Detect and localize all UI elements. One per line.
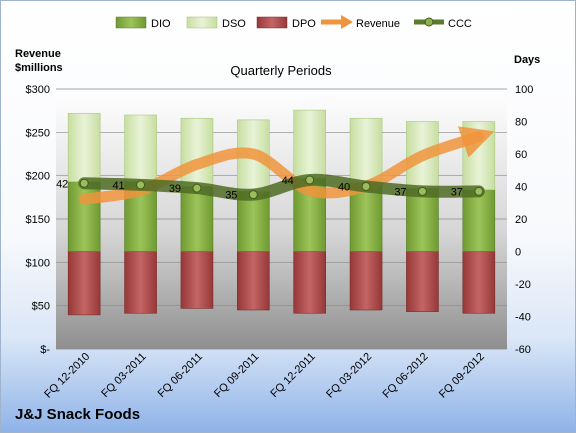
legend: DIO DSO DPO Revenue CCC: [115, 15, 472, 30]
bar-dpo: [237, 251, 270, 311]
ccc-line: [78, 173, 485, 201]
right-tick-label: -60: [515, 344, 531, 356]
right-tick-label: 40: [515, 182, 527, 194]
left-axis-title-line1: Revenue: [15, 48, 61, 60]
legend-label-ccc: CCC: [448, 18, 472, 30]
legend-marker-ccc: [424, 17, 434, 27]
bar-dso: [124, 114, 157, 182]
legend-swatch-dpo: [256, 16, 288, 29]
ccc-data-label: 40: [338, 182, 350, 194]
legend-swatch-dso: [186, 16, 218, 29]
legend-label-dpo: DPO: [292, 18, 316, 30]
ccc-point: [474, 186, 484, 196]
bar-dio: [180, 186, 214, 252]
legend-label-revenue: Revenue: [356, 18, 400, 30]
left-tick-label: $-: [40, 344, 50, 356]
right-tick-label: 20: [515, 214, 527, 226]
ccc-data-label: 41: [112, 180, 124, 192]
x-tick-label: FQ 06-2011: [156, 351, 205, 400]
right-axis: -60 -40 -20 0 20 40 60 80 100: [515, 84, 533, 356]
x-tick-label: FQ 09-2012: [437, 351, 487, 401]
x-tick-label: FQ 09-2011: [212, 351, 261, 400]
ccc-data-label: 35: [225, 190, 237, 202]
bar-dpo: [180, 251, 214, 309]
x-axis: FQ 12-2010 FQ 03-2011 FQ 06-2011 FQ 09-2011…: [42, 351, 487, 401]
bar-dpo: [349, 251, 383, 311]
right-tick-label: 80: [515, 117, 527, 129]
ccc-point: [417, 186, 427, 196]
right-tick-label: -20: [515, 279, 531, 291]
bar-dso: [67, 113, 101, 182]
x-tick-label: FQ 12-2010: [42, 351, 92, 401]
ccc-data-label: 37: [394, 186, 406, 198]
bar-dso: [180, 117, 214, 187]
ccc-data-label: 44: [282, 175, 294, 187]
right-axis-title: Days: [514, 54, 540, 66]
legend-item-ccc: CCC: [414, 17, 472, 30]
x-tick-label: FQ 06-2012: [381, 351, 431, 401]
left-tick-label: $250: [26, 127, 50, 139]
left-axis: $- $50 $100 $150 $200 $250 $300: [26, 84, 51, 356]
x-tick-label: FQ 03-2011: [99, 351, 148, 400]
bar-dpo: [462, 251, 496, 314]
bar-dio: [406, 187, 439, 252]
legend-item-revenue: Revenue: [321, 15, 400, 30]
legend-swatch-dio: [115, 16, 147, 29]
left-tick-label: $50: [32, 301, 50, 313]
bar-dpo: [406, 251, 439, 312]
bar-dpo: [293, 251, 326, 314]
bar-dpo: [67, 251, 101, 316]
legend-item-dpo: DPO: [256, 16, 316, 30]
ccc-point: [79, 178, 89, 188]
ccc-point: [361, 182, 371, 191]
bar-dso: [293, 109, 326, 179]
x-tick-label: FQ 03-2012: [324, 351, 374, 401]
bar-dso: [349, 117, 383, 184]
left-tick-label: $300: [26, 84, 50, 96]
legend-item-dio: DIO: [115, 16, 171, 30]
bar-dio: [462, 189, 496, 252]
right-tick-label: 100: [515, 84, 533, 96]
right-tick-label: -40: [515, 312, 531, 324]
left-tick-label: $200: [26, 171, 50, 183]
legend-label-dio: DIO: [151, 18, 171, 30]
legend-arrow-revenue: [341, 15, 353, 29]
x-tick-label: FQ 12-2011: [268, 351, 317, 400]
bar-dpo: [124, 251, 157, 314]
bar-dio: [67, 181, 101, 252]
ccc-data-label: 39: [169, 183, 181, 195]
ccc-point: [192, 183, 202, 193]
plot-title: Quarterly Periods: [230, 63, 332, 78]
company-name: J&J Snack Foods: [15, 406, 140, 423]
ccc-point: [248, 190, 258, 200]
right-tick-label: 0: [515, 247, 521, 259]
ccc-point: [136, 180, 146, 190]
ccc-series: 42 41 39 35 44 40 37 37: [56, 173, 485, 202]
bar-dio: [237, 191, 270, 252]
legend-item-dso: DSO: [186, 16, 246, 30]
left-axis-title-line2: $millions: [15, 62, 63, 74]
ccc-data-label: 37: [451, 186, 463, 198]
ccc-data-label: 42: [56, 178, 68, 190]
left-tick-label: $100: [26, 257, 50, 269]
right-tick-label: 60: [515, 149, 527, 161]
ccc-point: [305, 175, 315, 185]
legend-label-dso: DSO: [222, 18, 246, 30]
left-tick-label: $150: [26, 214, 50, 226]
